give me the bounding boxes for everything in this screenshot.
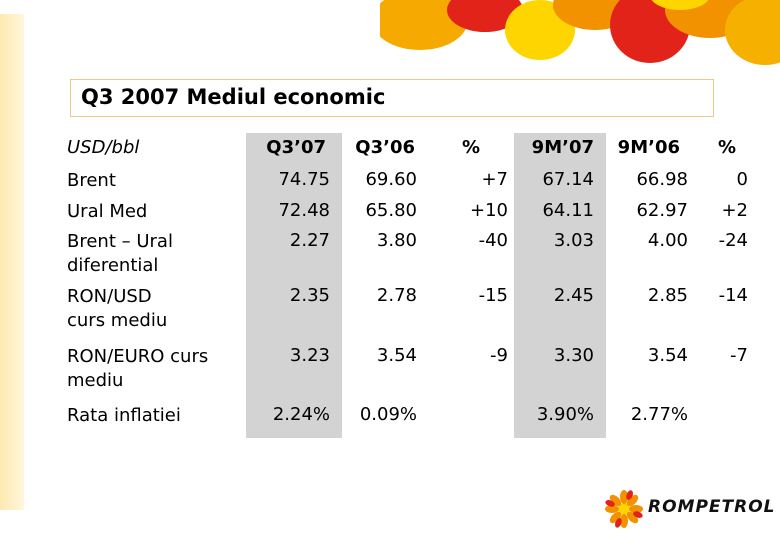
table-cell: 72.48 xyxy=(278,200,330,221)
table-cell: +7 xyxy=(481,169,508,190)
table-cell: 2.77% xyxy=(630,404,688,425)
table-cell: 69.60 xyxy=(365,169,417,190)
shade-column-9m07 xyxy=(514,133,606,438)
table-cell: 3.90% xyxy=(536,404,594,425)
table-cell: -14 xyxy=(718,285,748,306)
row-label: diferential xyxy=(67,255,159,276)
column-header: Q3’07 xyxy=(266,137,326,158)
table-cell: 67.14 xyxy=(542,169,594,190)
table-cell: 2.35 xyxy=(289,285,330,306)
table-cell: -7 xyxy=(730,345,748,366)
table-cell: 65.80 xyxy=(365,200,417,221)
table-cell: -15 xyxy=(478,285,508,306)
table-cell: 66.98 xyxy=(636,169,688,190)
row-label: curs mediu xyxy=(67,310,168,331)
table-cell: 2.27 xyxy=(289,230,330,251)
table-cell: 0 xyxy=(736,169,748,190)
table-cell: 2.78 xyxy=(376,285,417,306)
table-cell: +10 xyxy=(470,200,508,221)
table-cell: 3.03 xyxy=(553,230,594,251)
row-label: Brent – Ural xyxy=(67,231,173,252)
table-cell: 74.75 xyxy=(278,169,330,190)
brand-name: ROMPETROL xyxy=(648,497,776,517)
row-label: RON/EURO curs xyxy=(67,346,209,367)
table-cell: 0.09% xyxy=(359,404,417,425)
row-label: RON/USD xyxy=(67,286,152,307)
rompetrol-sun-logo-icon xyxy=(605,490,643,528)
sun-decor-graphic xyxy=(380,0,780,65)
table-cell: 3.54 xyxy=(376,345,417,366)
table-cell: 62.97 xyxy=(636,200,688,221)
table-cell: 3.54 xyxy=(647,345,688,366)
table-cell: 3.80 xyxy=(376,230,417,251)
row-label: Rata inflatiei xyxy=(67,405,181,426)
table-cell: -40 xyxy=(478,230,508,251)
row-label: mediu xyxy=(67,370,124,391)
shade-column-q307 xyxy=(246,133,342,438)
left-decor-bar xyxy=(0,14,24,510)
table-cell: -9 xyxy=(490,345,508,366)
table-cell: 2.24% xyxy=(272,404,330,425)
row-label: Brent xyxy=(67,170,116,191)
table-cell: 2.85 xyxy=(647,285,688,306)
column-header: % xyxy=(717,137,736,158)
unit-label: USD/bbl xyxy=(67,137,140,158)
table-cell: -24 xyxy=(718,230,748,251)
column-header: Q3’06 xyxy=(355,137,415,158)
table-cell: 2.45 xyxy=(553,285,594,306)
row-label: Ural Med xyxy=(67,201,148,222)
table-cell: 3.30 xyxy=(553,345,594,366)
table-cell: 3.23 xyxy=(289,345,330,366)
column-header: % xyxy=(461,137,480,158)
title-box: Q3 2007 Mediul economic xyxy=(70,79,714,117)
page-title: Q3 2007 Mediul economic xyxy=(81,85,386,109)
column-header: 9M’07 xyxy=(531,137,594,158)
table-cell: 64.11 xyxy=(542,200,594,221)
table-cell: 4.00 xyxy=(647,230,688,251)
table-cell: +2 xyxy=(721,200,748,221)
column-header: 9M’06 xyxy=(617,137,680,158)
